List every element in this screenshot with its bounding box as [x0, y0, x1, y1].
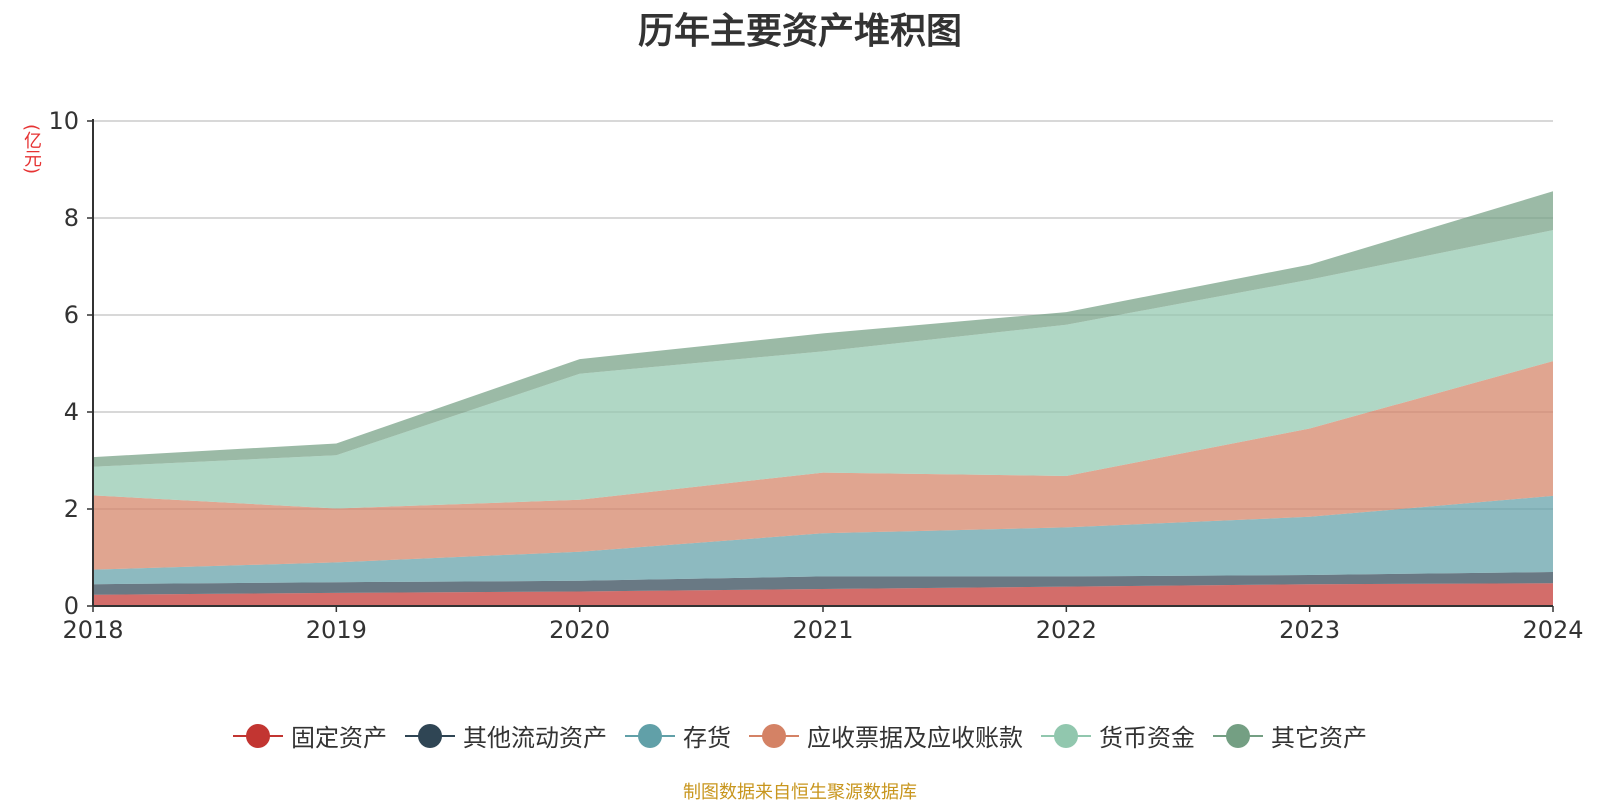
y-tick-label: 0 [64, 592, 79, 620]
x-tick-label: 2019 [306, 616, 367, 644]
y-tick-label: 2 [64, 495, 79, 523]
legend-item-1[interactable]: 其他流动资产 [405, 718, 607, 753]
legend-label: 存货 [683, 724, 731, 752]
legend-label: 应收票据及应收账款 [807, 724, 1023, 752]
x-tick-label: 2020 [549, 616, 610, 644]
legend-item-4[interactable]: 货币资金 [1041, 718, 1195, 753]
legend-label: 货币资金 [1099, 724, 1195, 752]
legend-marker [405, 723, 455, 748]
legend-label: 其他流动资产 [463, 724, 607, 752]
legend-marker [1041, 723, 1091, 748]
area-series-4 [93, 230, 1553, 509]
y-tick-label: 8 [64, 204, 79, 232]
x-tick-label: 2022 [1036, 616, 1097, 644]
x-tick-label: 2018 [62, 616, 123, 644]
x-tick-label: 2023 [1279, 616, 1340, 644]
y-tick-label: 6 [64, 301, 79, 329]
legend-item-0[interactable]: 固定资产 [233, 718, 387, 753]
y-tick-label: 10 [48, 107, 79, 135]
legend-label: 其它资产 [1271, 724, 1367, 752]
legend-item-2[interactable]: 存货 [625, 718, 731, 753]
axis-layer: 0 2 4 6 8 10 2018 2019 2020 2021 2022 2023 2024 [48, 107, 1583, 644]
legend-item-3[interactable]: 应收票据及应收账款 [749, 718, 1023, 753]
legend-marker [749, 723, 799, 748]
legend-marker [233, 723, 283, 748]
legend-marker [625, 723, 675, 748]
chart-title: 历年主要资产堆积图 [637, 11, 962, 52]
x-tick-label: 2024 [1522, 616, 1583, 644]
legend: 固定资产 其他流动资产 存货 应收票据及应收账款 货币资金 其它资产 [0, 718, 1600, 753]
area-series-0 [93, 583, 1553, 606]
data-source-note: 制图数据来自恒生聚源数据库 [683, 782, 917, 803]
area-series-1 [93, 572, 1553, 595]
y-axis-unit: (亿元) [21, 124, 42, 175]
legend-marker [1213, 723, 1263, 748]
legend-item-5[interactable]: 其它资产 [1213, 718, 1367, 753]
y-tick-label: 4 [64, 398, 79, 426]
area-series-2 [93, 495, 1553, 585]
area-series-3 [93, 361, 1553, 570]
x-tick-label: 2021 [792, 616, 853, 644]
area-layer [93, 191, 1553, 606]
legend-label: 固定资产 [291, 724, 387, 752]
